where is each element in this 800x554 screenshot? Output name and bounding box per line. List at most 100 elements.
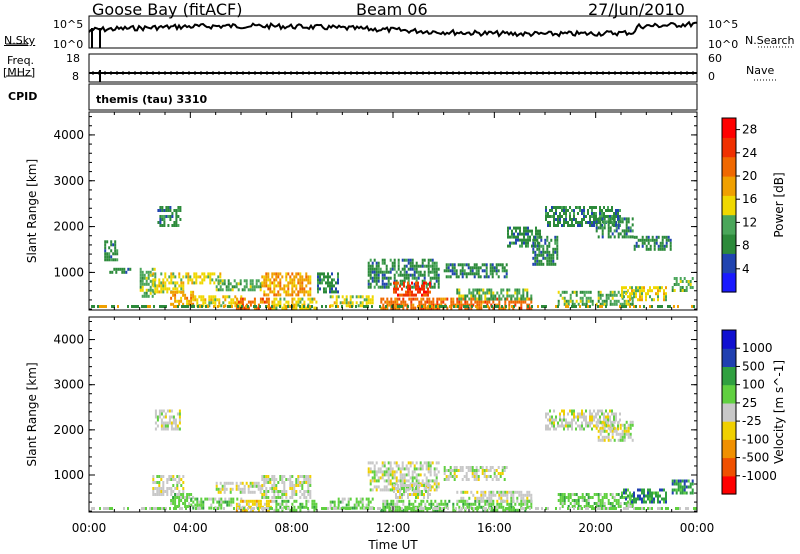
power-cell: [645, 235, 648, 239]
power-cell: [476, 288, 479, 292]
power-cell: [417, 284, 419, 288]
power-cell: [599, 221, 601, 224]
power-ground-cell: [575, 305, 577, 308]
velocity-cell: [425, 487, 427, 490]
power-cell: [168, 275, 171, 279]
power-cell: [301, 306, 304, 310]
velocity-cell: [265, 508, 268, 512]
power-cell: [303, 300, 306, 304]
velocity-cell: [293, 487, 296, 490]
velocity-cell: [423, 493, 425, 496]
velocity-cell: [401, 496, 403, 499]
power-cell: [283, 284, 286, 288]
power-cell: [189, 278, 192, 282]
velocity-cell: [261, 496, 264, 499]
power-cell: [627, 235, 630, 239]
velocity-cell: [255, 505, 258, 509]
velocity-cell: [569, 421, 571, 425]
velocity-cell: [413, 482, 416, 486]
power-cell: [394, 297, 397, 301]
velocity-cell: [685, 479, 688, 483]
velocity-cell: [653, 497, 655, 501]
velocity-cell: [433, 473, 436, 477]
power-ground-cell: [321, 305, 323, 308]
velocity-cell: [413, 493, 415, 496]
velocity-ground-cell: [371, 507, 373, 510]
power-cell: [377, 273, 380, 277]
power-cell: [649, 286, 651, 290]
power-cell: [405, 270, 408, 274]
velocity-colorbar-tick-label: 100: [742, 378, 765, 392]
velocity-cell: [480, 493, 483, 497]
velocity-cell: [180, 478, 183, 481]
velocity-cell: [186, 505, 189, 508]
power-cell: [174, 296, 177, 300]
power-cell: [401, 293, 403, 297]
velocity-cell: [411, 482, 414, 486]
velocity-cell: [623, 491, 625, 495]
velocity-cell: [208, 497, 211, 501]
power-colorbar-segment: [722, 272, 736, 293]
velocity-cell: [343, 497, 346, 501]
velocity-cell: [174, 502, 177, 505]
velocity-ground-cell: [339, 507, 341, 510]
velocity-cell: [483, 472, 486, 475]
velocity-cell: [283, 490, 286, 493]
velocity-cell: [186, 493, 189, 496]
velocity-cell: [355, 500, 358, 504]
velocity-cell: [399, 496, 401, 499]
power-cell: [265, 272, 268, 276]
power-ground-cell: [253, 305, 255, 308]
velocity-cell: [257, 508, 260, 512]
power-cell: [538, 241, 541, 245]
velocity-cell: [365, 503, 368, 507]
velocity-cell: [575, 502, 578, 505]
power-cell: [525, 238, 527, 242]
velocity-cell: [627, 488, 629, 492]
power-cell: [526, 288, 529, 292]
velocity-ground-cell: [315, 507, 317, 510]
power-cell: [611, 209, 613, 212]
velocity-cell: [510, 496, 513, 500]
velocity-cell: [423, 473, 426, 477]
power-cell: [112, 258, 115, 262]
power-cell: [317, 287, 319, 291]
power-ground-cell: [441, 305, 443, 308]
power-cell: [293, 281, 296, 285]
power-cell: [243, 306, 246, 310]
velocity-cell: [208, 506, 211, 510]
velocity-cell: [524, 493, 527, 497]
velocity-cell: [565, 496, 568, 499]
velocity-cell: [367, 461, 370, 465]
velocity-cell: [567, 493, 570, 496]
power-cell: [464, 297, 467, 301]
velocity-cell: [613, 496, 616, 499]
velocity-cell: [613, 505, 616, 508]
velocity-cell: [613, 415, 615, 419]
power-cell: [104, 240, 107, 244]
velocity-cell: [597, 502, 600, 505]
power-cell: [347, 304, 350, 308]
velocity-cell: [512, 508, 515, 512]
velocity-cell: [355, 503, 358, 507]
power-cell: [231, 285, 234, 289]
power-cell: [271, 272, 274, 276]
power-cell: [174, 290, 177, 294]
power-cell: [446, 297, 449, 301]
velocity-ground-cell: [597, 507, 599, 510]
power-cell: [157, 209, 160, 212]
power-cell: [607, 293, 610, 297]
power-ground-cell: [335, 305, 337, 308]
velocity-cell: [395, 479, 398, 483]
power-cell: [491, 269, 494, 273]
power-cell: [444, 297, 447, 301]
power-cell: [647, 235, 650, 239]
velocity-cell: [232, 497, 235, 501]
velocity-cell: [587, 499, 590, 502]
velocity-cell: [426, 499, 429, 503]
power-cell: [283, 287, 286, 291]
velocity-cell: [631, 494, 633, 498]
velocity-cell: [253, 484, 256, 488]
velocity-cell: [625, 491, 627, 495]
power-cell: [389, 267, 392, 271]
